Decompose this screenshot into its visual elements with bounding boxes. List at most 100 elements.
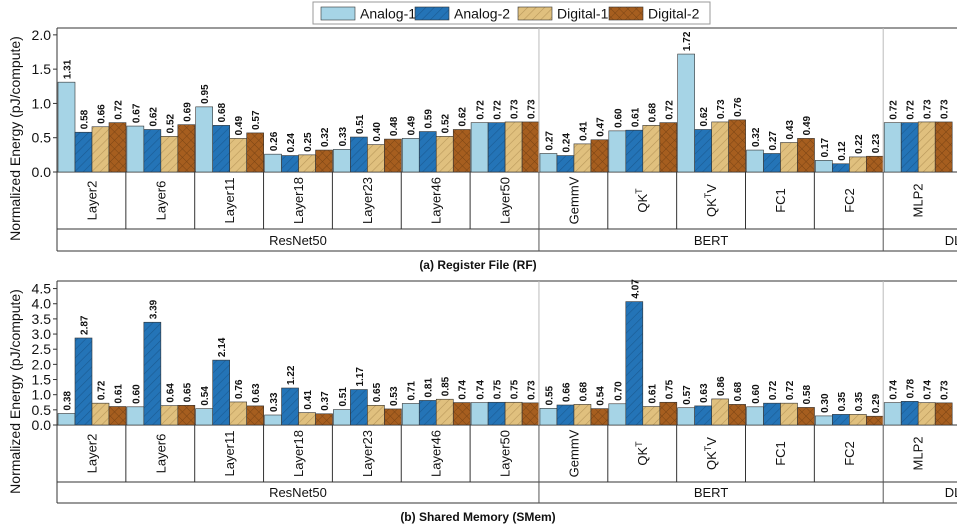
value-label-digital-2-mlp2: 0.73 (940, 380, 951, 400)
value-label-digital-2-qkt: 0.75 (664, 379, 675, 399)
value-label-digital-2-layer2: 0.72 (114, 100, 125, 120)
value-label-digital-1-layer46: 0.52 (441, 113, 452, 133)
bar-digital-2-layer23 (384, 138, 402, 173)
bar-digital-2-layer2 (108, 406, 127, 426)
value-label-analog-1-qkt: 0.60 (613, 108, 624, 128)
value-label-analog-1-layer46: 0.49 (407, 115, 418, 135)
value-label-digital-2-fc1: 0.58 (802, 385, 813, 405)
value-label-digital-1-layer50: 0.73 (510, 99, 521, 119)
bar-digital-1-layer11 (229, 401, 247, 426)
group-label-bert: BERT (694, 233, 728, 248)
y-tick-label: 2.0 (32, 27, 52, 43)
group-label-resnet50: ResNet50 (269, 233, 327, 248)
category-label-qkt: QKT (634, 188, 650, 213)
bar-analog-1-gemmv (539, 153, 558, 173)
bar-analog-1-qktv (677, 53, 695, 173)
value-label-analog-2-layer23: 0.51 (355, 114, 366, 134)
y-tick-label: 1.5 (32, 372, 52, 388)
value-label-analog-2-qktv: 0.62 (699, 107, 710, 127)
bar-digital-2-fc1 (797, 407, 815, 426)
category-label-layer2: Layer2 (84, 434, 99, 474)
bar-analog-2-layer50 (487, 122, 506, 173)
bar-analog-1-fc2 (815, 160, 833, 173)
bar-digital-2-layer2 (108, 122, 127, 173)
legend-swatch-digital-2 (608, 6, 644, 21)
bar-analog-1-layer11 (195, 408, 213, 426)
value-label-analog-1-fc1: 0.60 (751, 384, 762, 404)
category-label-fc2: FC2 (842, 188, 857, 213)
bar-analog-1-layer50 (470, 122, 489, 173)
bar-analog-2-gemmv (556, 155, 575, 173)
bar-digital-1-layer46 (435, 136, 454, 173)
category-label-mlp2: MLP2 (911, 437, 926, 471)
category-label-layer46: Layer46 (429, 430, 444, 477)
bar-analog-1-layer2 (57, 413, 76, 426)
value-label-analog-2-layer46: 0.59 (424, 109, 435, 129)
bar-digital-1-layer2 (91, 126, 110, 173)
y-tick-label: 1.0 (32, 95, 52, 111)
value-label-analog-2-layer2: 2.87 (80, 315, 91, 335)
y-tick-label: 1.5 (32, 61, 52, 77)
panel-caption: (a) Register File (RF) (419, 258, 536, 272)
bar-digital-1-gemmv (573, 143, 592, 173)
legend-swatch-analog-1 (320, 6, 356, 21)
value-label-analog-1-qkt: 0.70 (613, 381, 624, 401)
value-label-digital-2-layer46: 0.62 (458, 107, 469, 127)
bar-digital-1-qktv (711, 121, 729, 173)
value-label-digital-2-layer6: 0.69 (182, 102, 193, 122)
bar-analog-1-mlp2 (883, 122, 902, 173)
value-label-analog-2-layer2: 0.58 (80, 109, 91, 129)
value-label-digital-2-gemmv: 0.54 (595, 386, 606, 406)
bar-analog-2-layer11 (212, 125, 230, 173)
value-label-analog-1-layer18: 0.26 (269, 131, 280, 151)
bar-digital-2-qktv (728, 404, 746, 426)
y-tick-label: 0.5 (32, 130, 52, 146)
value-label-analog-2-layer18: 0.24 (286, 133, 297, 153)
value-label-analog-1-fc2: 0.17 (820, 137, 831, 157)
bar-analog-1-gemmv (539, 408, 558, 426)
category-label-layer23: Layer23 (360, 430, 375, 477)
value-label-digital-2-layer23: 0.53 (389, 386, 400, 406)
y-tick-label: 2.0 (32, 356, 52, 372)
bar-analog-1-layer46 (401, 403, 420, 426)
value-label-analog-2-layer50: 0.75 (493, 379, 504, 399)
value-label-digital-1-qktv: 0.86 (716, 376, 727, 396)
y-tick-label: 2.5 (32, 341, 52, 357)
value-label-digital-2-qkt: 0.72 (664, 100, 675, 120)
category-label-layer2: Layer2 (84, 181, 99, 221)
value-label-analog-2-layer6: 3.39 (148, 299, 159, 319)
bar-digital-1-mlp2 (917, 402, 936, 426)
bar-analog-1-layer2 (57, 81, 76, 173)
y-tick-label: 4.5 (32, 281, 52, 297)
value-label-analog-2-layer6: 0.62 (148, 107, 159, 127)
panel-shared-memory: 0.00.51.01.52.02.53.03.54.04.5 Normalized… (7, 279, 957, 524)
value-label-digital-2-qktv: 0.76 (733, 97, 744, 117)
bar-digital-1-layer50 (504, 121, 523, 173)
bar-analog-1-layer18 (264, 414, 282, 426)
value-label-digital-1-layer2: 0.72 (97, 380, 108, 400)
y-tick-label: 0.5 (32, 402, 52, 418)
value-label-analog-1-layer18: 0.33 (269, 392, 280, 412)
value-label-analog-2-fc1: 0.27 (768, 131, 779, 151)
value-label-analog-2-layer18: 1.22 (286, 365, 297, 385)
value-label-digital-2-fc2: 0.23 (871, 133, 882, 153)
bar-analog-1-layer23 (333, 149, 351, 173)
bar-analog-2-layer18 (281, 387, 299, 426)
value-label-analog-2-layer23: 1.17 (355, 367, 366, 387)
value-label-analog-1-layer50: 0.72 (476, 100, 487, 120)
group-label-dlrm: DLRM (945, 233, 957, 248)
bar-analog-2-layer6 (143, 129, 162, 173)
value-label-analog-2-gemmv: 0.66 (561, 382, 572, 402)
bar-digital-1-layer6 (160, 405, 179, 426)
bar-digital-1-layer18 (298, 412, 316, 426)
value-label-digital-1-gemmv: 0.68 (578, 381, 589, 401)
group-label-bert: BERT (694, 485, 728, 500)
value-label-analog-1-layer2: 0.38 (63, 391, 74, 411)
value-label-digital-2-gemmv: 0.47 (595, 117, 606, 137)
value-label-digital-2-layer23: 0.48 (389, 116, 400, 136)
bar-digital-1-layer46 (435, 398, 454, 426)
value-label-digital-1-layer18: 0.41 (303, 390, 314, 410)
bar-digital-1-mlp2 (917, 121, 936, 173)
category-label-layer6: Layer6 (153, 434, 168, 474)
